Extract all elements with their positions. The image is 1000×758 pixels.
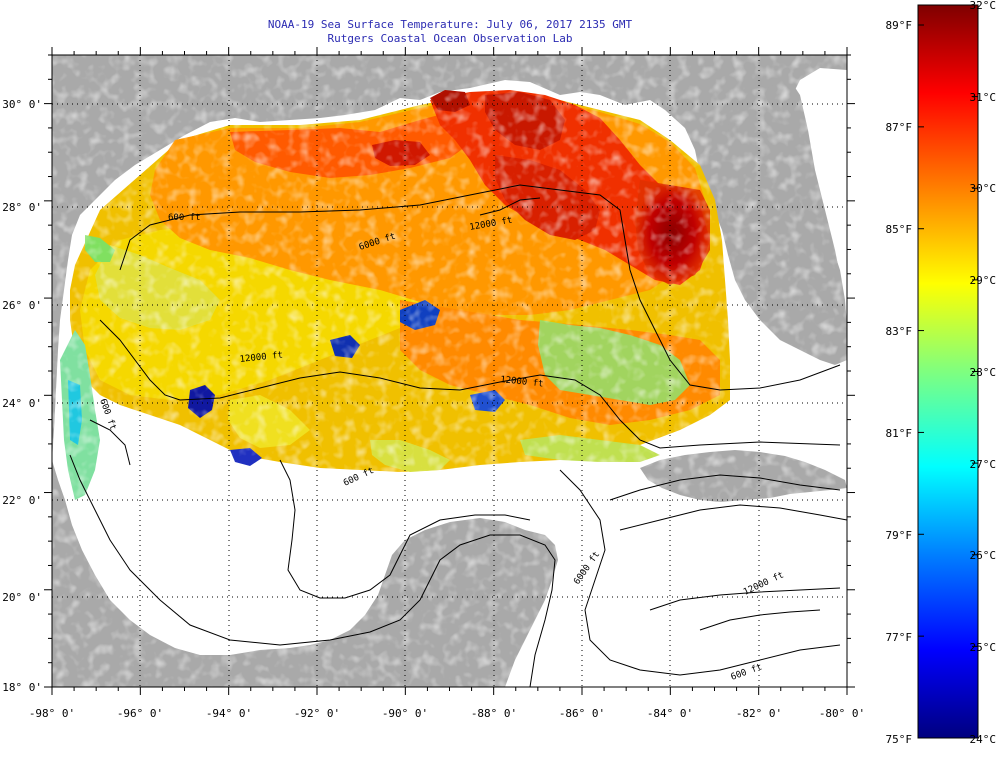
lat-label: 30° 0' bbox=[2, 98, 42, 111]
fahrenheit-label: 87°F bbox=[886, 121, 913, 134]
graticule-grid bbox=[52, 55, 847, 687]
colorbar-celsius-labels: 32°C 31°C 30°C 29°C 28°C 27°C 26°C 25°C … bbox=[970, 0, 997, 746]
lat-label: 20° 0' bbox=[2, 591, 42, 604]
lat-label: 28° 0' bbox=[2, 201, 42, 214]
colorbar-fahrenheit-labels: 89°F 87°F 85°F 83°F 81°F 79°F 77°F 75°F bbox=[886, 19, 913, 746]
contour-label: 12000 ft bbox=[500, 375, 544, 389]
lon-label: -90° 0' bbox=[382, 707, 428, 720]
map-title-block: NOAA-19 Sea Surface Temperature: July 06… bbox=[0, 18, 900, 46]
axis-ticks bbox=[44, 47, 855, 695]
celsius-label: 26°C bbox=[970, 549, 997, 562]
celsius-label: 27°C bbox=[970, 458, 997, 471]
lon-label: -88° 0' bbox=[471, 707, 517, 720]
bathymetry-contours bbox=[69, 184, 847, 687]
fahrenheit-label: 85°F bbox=[886, 223, 913, 236]
map-content: 600 ft 6000 ft 12000 ft 12000 ft 6000 ft… bbox=[52, 55, 847, 687]
fahrenheit-label: 77°F bbox=[886, 631, 913, 644]
lat-label: 18° 0' bbox=[2, 681, 42, 694]
lat-label: 26° 0' bbox=[2, 299, 42, 312]
sst-data-field bbox=[52, 55, 847, 687]
fahrenheit-label: 89°F bbox=[886, 19, 913, 32]
colorbar-ticks bbox=[918, 4, 978, 739]
latitude-labels: 30° 0' 28° 0' 26° 0' 24° 0' 22° 0' 20° 0… bbox=[2, 98, 42, 694]
lon-label: -84° 0' bbox=[647, 707, 693, 720]
lon-label: -98° 0' bbox=[29, 707, 75, 720]
lon-label: -80° 0' bbox=[819, 707, 865, 720]
celsius-label: 28°C bbox=[970, 366, 997, 379]
celsius-label: 25°C bbox=[970, 641, 997, 654]
longitude-labels: -98° 0' -96° 0' -94° 0' -92° 0' -90° 0' … bbox=[29, 707, 865, 720]
celsius-label: 30°C bbox=[970, 182, 997, 195]
map-title: NOAA-19 Sea Surface Temperature: July 06… bbox=[267, 18, 633, 31]
lat-label: 24° 0' bbox=[2, 397, 42, 410]
lon-label: -96° 0' bbox=[117, 707, 163, 720]
celsius-label: 24°C bbox=[970, 733, 997, 746]
contour-label: 600 ft bbox=[168, 213, 201, 223]
fahrenheit-label: 83°F bbox=[886, 325, 913, 338]
map-subtitle: Rutgers Coastal Ocean Observation Lab bbox=[327, 32, 573, 45]
contour-label: 12000 ft bbox=[239, 351, 283, 365]
lon-label: -82° 0' bbox=[736, 707, 782, 720]
fahrenheit-label: 79°F bbox=[886, 529, 913, 542]
colorbar: 89°F 87°F 85°F 83°F 81°F 79°F 77°F 75°F … bbox=[886, 0, 997, 746]
lon-label: -86° 0' bbox=[559, 707, 605, 720]
lon-label: -92° 0' bbox=[294, 707, 340, 720]
celsius-label: 32°C bbox=[970, 0, 997, 12]
fahrenheit-label: 81°F bbox=[886, 427, 913, 440]
celsius-label: 31°C bbox=[970, 91, 997, 104]
colorbar-gradient bbox=[918, 5, 978, 738]
fahrenheit-label: 75°F bbox=[886, 733, 913, 746]
celsius-label: 29°C bbox=[970, 274, 997, 287]
lon-label: -94° 0' bbox=[206, 707, 252, 720]
lat-label: 22° 0' bbox=[2, 494, 42, 507]
